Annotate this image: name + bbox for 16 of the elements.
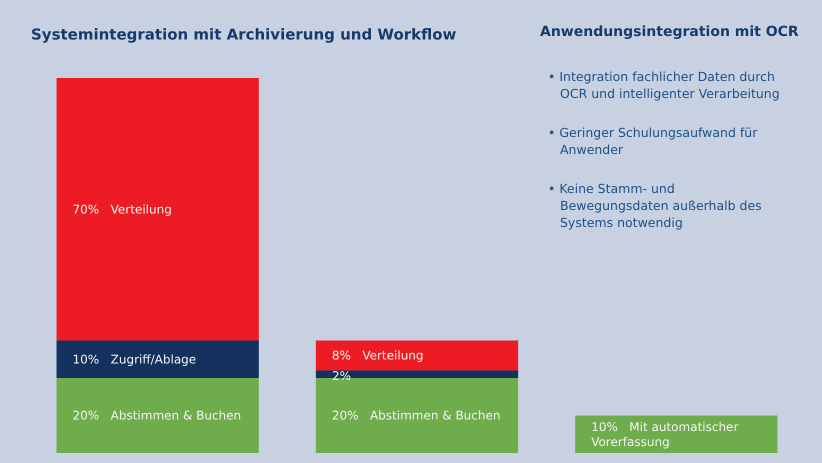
bar (56, 78, 259, 340)
data-label: 8% Verteilung (332, 348, 424, 362)
data-label: 10% Mit automatischer Vorerfassung (591, 420, 738, 449)
annotation: • Keine Stamm- und Bewegungsdaten außerhalb des Systems notwendig (548, 180, 763, 231)
data-label: 20% Abstimmen & Buchen (332, 408, 500, 422)
chart-title: Systemintegration mit Archivierung und Workflow (31, 26, 457, 44)
data-label: 10% Zugriff/Ablage (72, 352, 196, 366)
bar (56, 378, 259, 453)
data-label: 70% Verteilung (72, 202, 172, 216)
bar (316, 340, 518, 370)
bar (56, 340, 259, 378)
data-label: 2% (332, 369, 352, 383)
annotation: • Integration fachlicher Daten durch OCR und intelligenter Verarbeitung (548, 68, 781, 102)
text: Anwendungsintegration mit OCR (540, 24, 800, 40)
data-label: 20% Abstimmen & Buchen (72, 408, 242, 422)
annotation: • Geringer Schulungsaufwand für Anwender (548, 124, 758, 158)
